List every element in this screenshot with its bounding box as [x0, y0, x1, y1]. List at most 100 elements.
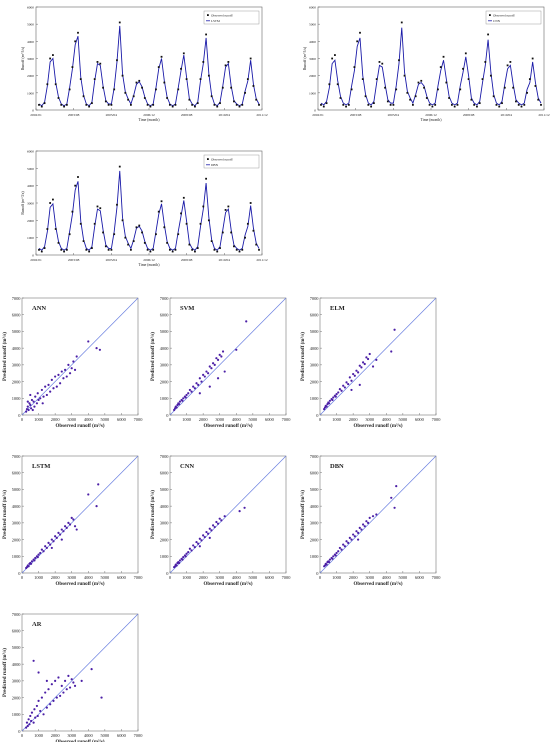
scatter-point — [30, 560, 34, 563]
scatter-point — [68, 686, 72, 689]
observed-point — [356, 40, 359, 43]
observed-point — [364, 95, 367, 98]
observed-point — [219, 247, 221, 249]
observed-point — [188, 243, 191, 246]
observed-point — [403, 74, 406, 77]
scatter-point — [342, 543, 345, 546]
y-axis-label: Predicted runoff (m³/s) — [300, 490, 306, 539]
identity-line — [319, 297, 437, 416]
scatter-point — [215, 520, 218, 524]
x-tick-label: 2002/01 — [30, 113, 42, 117]
observed-point — [180, 212, 182, 215]
observed-point — [77, 176, 79, 178]
observed-point — [230, 86, 233, 89]
legend-label-observed: Observed runoff — [211, 157, 234, 161]
observed-point — [246, 78, 249, 80]
observed-point — [445, 81, 448, 84]
observed-point — [400, 21, 403, 24]
observed-point — [38, 248, 40, 251]
y-axis-label: Predicted runoff (m³/s) — [2, 332, 8, 381]
scatter-point — [67, 674, 70, 677]
y-tick-label: 2000 — [12, 695, 22, 700]
observed-point — [322, 105, 325, 108]
scatter-point — [350, 538, 353, 541]
observed-point — [82, 240, 85, 243]
scatter-point — [348, 376, 351, 379]
x-tick-label: 3000 — [215, 575, 225, 580]
scatter-point — [25, 721, 29, 724]
scatter-point — [42, 550, 45, 553]
x-tick-label: 7000 — [432, 417, 442, 422]
scatter-point — [47, 383, 50, 387]
scatter-point — [366, 521, 370, 524]
scatter-point — [213, 363, 216, 366]
x-tick-label: 3000 — [67, 417, 77, 422]
scatter-point — [39, 397, 42, 400]
scatter-point — [55, 696, 58, 699]
scatter-point — [35, 402, 39, 405]
scatter-point — [30, 711, 34, 714]
scatter-point — [203, 535, 206, 539]
observed-point — [104, 100, 107, 103]
observed-point — [199, 78, 202, 80]
x-tick-label: 2006/12 — [143, 258, 155, 262]
observed-point — [160, 55, 163, 58]
x-tick-label: 2003/08 — [68, 113, 80, 117]
scatter-point — [44, 385, 47, 388]
x-tick-label: 6000 — [415, 417, 425, 422]
scatter-point — [178, 559, 182, 562]
scatter-point — [59, 533, 62, 536]
scatter-point — [357, 538, 360, 541]
y-tick-label: 3000 — [12, 521, 22, 526]
scatter-point — [32, 400, 35, 403]
observed-point — [523, 103, 526, 106]
y-tick-label: 0 — [166, 413, 169, 418]
scatter-point — [49, 543, 52, 546]
observed-point — [205, 33, 207, 36]
observed-point — [406, 91, 409, 94]
observed-point — [127, 98, 130, 101]
observed-point — [464, 52, 467, 55]
x-tick-label: 2006/12 — [425, 113, 437, 117]
scatter-point — [52, 699, 55, 703]
y-axis-label: Predicted runoff (m³/s) — [150, 332, 156, 381]
observed-point — [219, 102, 221, 105]
x-tick-label: 1000 — [182, 575, 192, 580]
y-tick-label: 2000 — [160, 537, 170, 542]
y-tick-label: 6000 — [12, 313, 22, 318]
observed-point — [331, 57, 334, 60]
observed-point — [171, 105, 174, 108]
observed-point — [409, 98, 412, 101]
observed-point — [540, 103, 542, 106]
observed-point — [373, 102, 375, 105]
y-tick-label: 0 — [32, 109, 34, 113]
scatter-point — [216, 377, 220, 380]
observed-point — [339, 97, 342, 99]
x-tick-label: 6000 — [117, 575, 127, 580]
scatter-point — [365, 356, 368, 359]
observed-point — [238, 250, 241, 253]
y-tick-label: 0 — [314, 109, 316, 113]
legend-label-predicted: DBN — [211, 163, 219, 167]
x-axis-label: Observed runoff (m³/s) — [56, 581, 105, 587]
scatter-point — [41, 402, 44, 405]
observed-point — [38, 103, 40, 106]
observed-point — [221, 231, 224, 234]
observed-point — [386, 100, 389, 103]
observed-point — [414, 95, 417, 98]
y-tick-label: 4000 — [27, 184, 34, 188]
observed-point — [233, 100, 235, 103]
scatter-point — [30, 562, 33, 565]
scatter-panel-dbn: 0 1000 2000 3000 4000 5000 6000 7000 0 1000 2000 30… — [300, 454, 441, 587]
x-tick-label: 3000 — [215, 417, 225, 422]
scatter-panel-ann: 0 1000 2000 3000 4000 5000 6000 7000 0 1000 2000 30… — [2, 296, 143, 429]
y-tick-label: 2000 — [160, 379, 170, 384]
scatter-point — [347, 382, 350, 386]
scatter-point — [73, 684, 77, 687]
x-axis-label: Time (month) — [138, 263, 160, 267]
scatter-point — [32, 659, 35, 662]
observed-point — [46, 83, 49, 86]
scatter-point — [375, 513, 378, 516]
observed-point — [57, 97, 60, 99]
x-axis-label: Time (month) — [420, 118, 442, 122]
